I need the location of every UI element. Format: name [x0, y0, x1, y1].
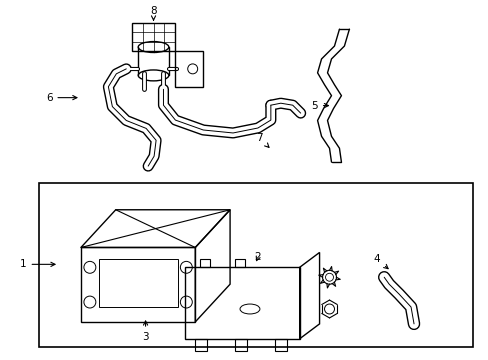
Text: 2: 2: [254, 252, 261, 262]
Bar: [39, 183, 472, 347]
Text: 6: 6: [46, 93, 77, 103]
Text: 1: 1: [20, 259, 55, 269]
Text: 8: 8: [150, 6, 157, 20]
Text: 4: 4: [373, 255, 387, 269]
Bar: [99, 260, 178, 307]
Text: 3: 3: [142, 321, 148, 342]
Text: 7: 7: [256, 133, 268, 147]
Text: 5: 5: [311, 100, 328, 111]
